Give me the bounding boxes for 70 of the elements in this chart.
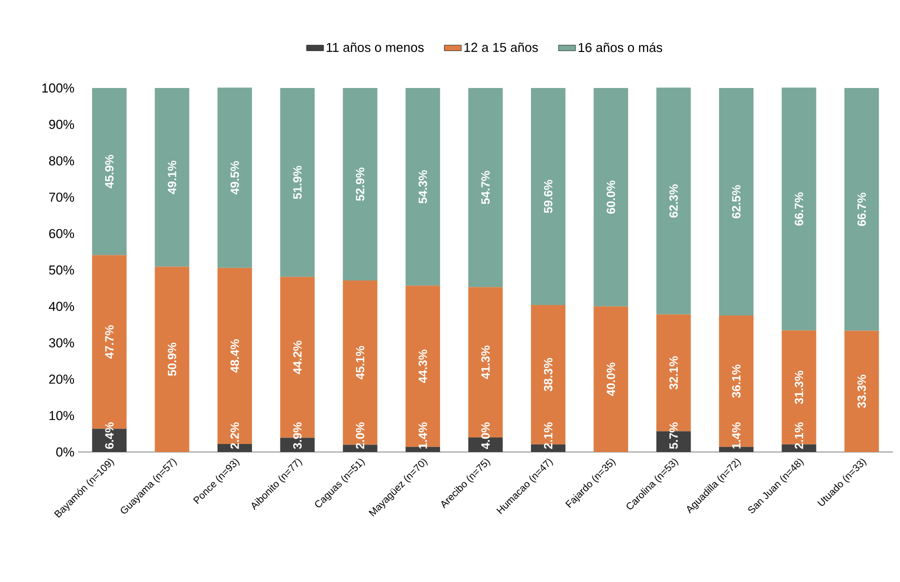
bar bbox=[656, 88, 691, 314]
data-label: 62.5% bbox=[732, 185, 740, 218]
data-label: 31.3% bbox=[794, 370, 804, 404]
data-label: 49.1% bbox=[168, 160, 176, 194]
data-label: 54.7% bbox=[481, 170, 490, 204]
bar bbox=[719, 446, 754, 452]
bar bbox=[406, 446, 440, 452]
data-label: 38.3% bbox=[544, 358, 552, 392]
bar bbox=[92, 88, 127, 256]
data-label: 2.1% bbox=[544, 422, 552, 449]
bar bbox=[594, 88, 628, 306]
bar bbox=[280, 88, 315, 277]
bar bbox=[154, 266, 190, 452]
y-tick-label: 20% bbox=[49, 374, 74, 384]
data-label: 60.0% bbox=[606, 180, 616, 214]
data-label: 52.9% bbox=[356, 168, 364, 201]
bar bbox=[406, 88, 440, 286]
legend-label: 16 años o más bbox=[578, 42, 662, 52]
data-label: 41.3% bbox=[481, 346, 490, 380]
data-label: 54.3% bbox=[418, 170, 428, 204]
bar bbox=[154, 88, 190, 267]
bar bbox=[594, 306, 628, 452]
data-label: 1.4% bbox=[732, 422, 740, 448]
data-label: 62.3% bbox=[669, 184, 678, 218]
y-tick-label: 40% bbox=[48, 302, 74, 311]
bar bbox=[468, 88, 503, 288]
bar bbox=[844, 330, 879, 452]
data-label: 44.3% bbox=[418, 350, 428, 384]
y-tick-label: 70% bbox=[49, 192, 74, 202]
data-label: 59.6% bbox=[544, 180, 552, 214]
data-label: 36.1% bbox=[732, 364, 741, 398]
bar bbox=[782, 88, 816, 330]
data-label: 44.2% bbox=[293, 340, 302, 374]
legend-label: 11 años o menos bbox=[326, 42, 424, 52]
data-label: 3.9% bbox=[293, 422, 302, 449]
y-tick-label: 10% bbox=[50, 411, 74, 420]
data-label: 2.0% bbox=[356, 422, 364, 449]
y-tick-label: 50% bbox=[49, 265, 74, 275]
data-label: 32.1% bbox=[669, 356, 678, 390]
data-label: 2.2% bbox=[230, 422, 239, 449]
data-label: 33.3% bbox=[857, 374, 866, 408]
data-label: 5.7% bbox=[669, 422, 678, 449]
data-label: 66.7% bbox=[857, 192, 866, 226]
y-tick-label: 90% bbox=[49, 120, 74, 129]
data-label: 50.9% bbox=[168, 342, 176, 376]
data-label: 66.7% bbox=[794, 192, 804, 226]
y-tick-label: 60% bbox=[49, 229, 74, 238]
data-label: 45.1% bbox=[356, 346, 364, 380]
y-tick-label: 100% bbox=[42, 83, 74, 93]
data-label: 1.4% bbox=[418, 422, 428, 448]
bar bbox=[406, 286, 440, 447]
data-label: 6.4% bbox=[105, 422, 114, 449]
bar bbox=[342, 88, 378, 281]
y-tick-label: 0% bbox=[56, 447, 74, 457]
bar bbox=[530, 88, 566, 305]
data-label: 45.9% bbox=[105, 154, 114, 188]
bar bbox=[844, 88, 879, 331]
data-label: 2.1% bbox=[794, 422, 804, 449]
data-label: 49.5% bbox=[230, 161, 239, 194]
data-label: 51.9% bbox=[293, 166, 302, 200]
data-label: 48.4% bbox=[230, 339, 239, 373]
bar bbox=[217, 88, 252, 268]
y-tick-label: 80% bbox=[49, 156, 74, 166]
bar bbox=[719, 88, 754, 316]
y-tick-label: 30% bbox=[49, 338, 74, 348]
data-label: 4.0% bbox=[481, 422, 490, 450]
data-label: 40.0% bbox=[606, 362, 616, 396]
legend-label: 12 a 15 años bbox=[464, 42, 538, 52]
data-label: 47.7% bbox=[105, 325, 114, 359]
bar bbox=[719, 316, 754, 447]
